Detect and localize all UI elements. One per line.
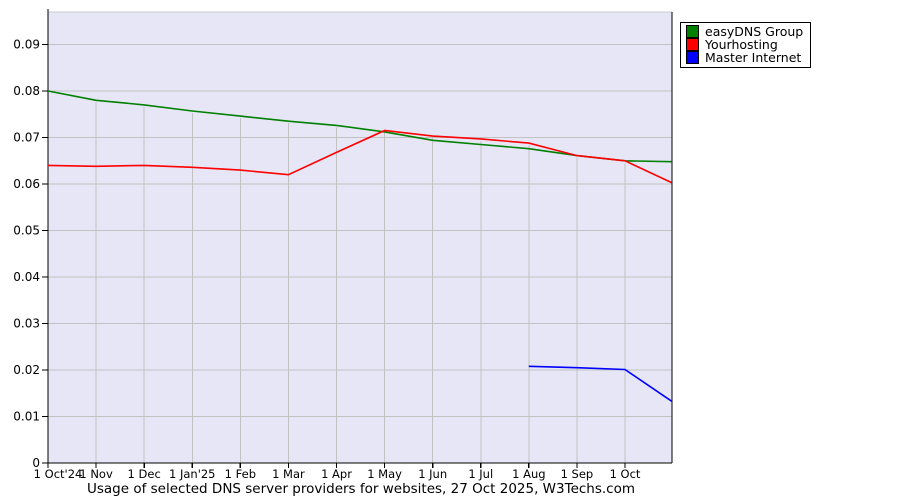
- legend-label: Yourhosting: [705, 37, 778, 52]
- x-tick-label: 1 Jan'25: [169, 467, 216, 481]
- legend-item: Master Internet: [686, 51, 803, 64]
- y-tick-label: 0.04: [13, 270, 40, 284]
- y-tick-label: 0.01: [13, 410, 40, 424]
- x-tick-label: 1 May: [367, 467, 402, 481]
- legend-item: easyDNS Group: [686, 25, 803, 38]
- x-tick-label: 1 Aug: [512, 467, 545, 481]
- x-tick-label: 1 Oct'24: [34, 467, 83, 481]
- y-tick-label: 0: [32, 456, 40, 470]
- series-line-master-internet: [528, 365, 673, 402]
- plot-area: [48, 12, 672, 463]
- y-tick-label: 0.09: [13, 38, 40, 52]
- x-tick-label: 1 Feb: [225, 467, 256, 481]
- y-tick-label: 0.08: [13, 84, 40, 98]
- y-tick-label: 0.07: [13, 131, 40, 145]
- legend-item: Yourhosting: [686, 38, 803, 51]
- y-tick-label: 0.06: [13, 177, 40, 191]
- x-tick-label: 1 Sep: [561, 467, 594, 481]
- legend-swatch-easydns-group: [686, 25, 699, 38]
- y-tick-label: 0.05: [13, 224, 40, 238]
- legend-swatch-master-internet: [686, 51, 699, 64]
- x-tick-label: 1 Dec: [128, 467, 161, 481]
- series-line-easydns-group: [47, 90, 672, 163]
- series-line-yourhosting: [47, 129, 672, 184]
- legend: easyDNS Group Yourhosting Master Interne…: [680, 22, 812, 68]
- y-tick-label: 0.02: [13, 363, 40, 377]
- y-tick-label: 0.03: [13, 317, 40, 331]
- chart-title: Usage of selected DNS server providers f…: [86, 481, 636, 497]
- legend-swatch-yourhosting: [686, 38, 699, 51]
- x-tick-label: 1 Oct: [610, 467, 641, 481]
- x-tick-label: 1 Mar: [272, 467, 305, 481]
- x-tick-label: 1 Apr: [321, 467, 352, 481]
- x-tick-label: 1 Jun: [418, 467, 447, 481]
- x-tick-label: 1 Jul: [468, 467, 493, 481]
- x-tick-label: 1 Nov: [79, 467, 113, 481]
- legend-label: easyDNS Group: [705, 24, 804, 39]
- legend-label: Master Internet: [705, 50, 802, 65]
